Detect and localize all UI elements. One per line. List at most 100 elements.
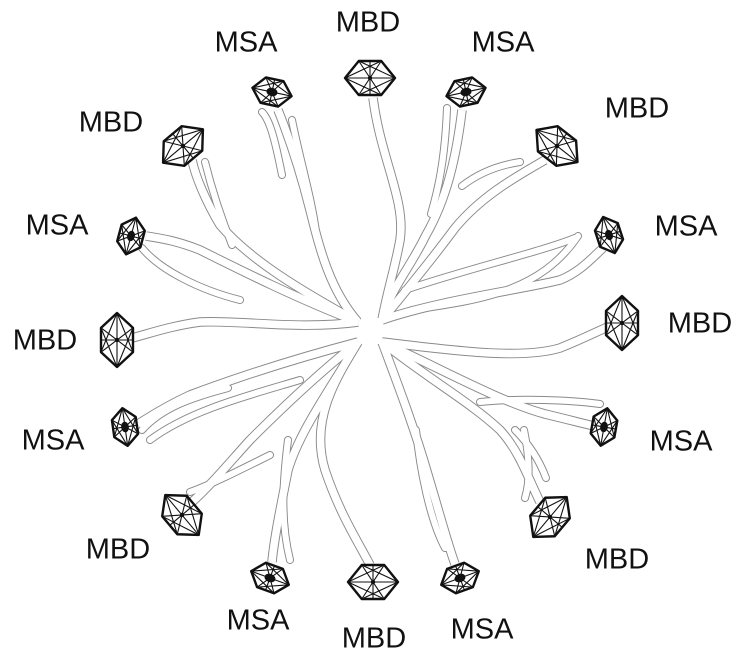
crystal-core [619,320,625,326]
mbd-crystal-icon [343,59,397,97]
crystal-facet-edge [593,416,602,446]
crystal-facet-edge [533,517,571,538]
crystal-facet-edge [260,95,292,104]
crystal-facet-edge [361,581,399,600]
crystal-core [554,143,560,149]
crystal-facet-edge [121,224,127,255]
crystal-core [367,75,373,81]
crystal-facet-edge [440,562,465,586]
crystal-facet-edge [554,496,568,537]
mbd-crystal-icon [604,294,640,352]
branch-trunk-fill [379,339,544,504]
crystal-facet-edge [162,125,183,163]
crystal-facet-edge [602,216,624,240]
branch-twig-fill [458,158,524,190]
mbd-crystal-icon [161,125,205,167]
crystal-facet-edge [358,60,396,79]
arm-label-msa: MSA [451,614,515,646]
mbd-crystal-icon [346,563,400,601]
crystal-facet-edge [614,223,619,254]
crystal-facet-edge [536,129,557,167]
branch-twig-fill [401,234,579,294]
branch-trunk-fill [369,97,405,321]
branch-twig-fill [520,426,532,502]
arm-label-mbd: MBD [79,107,143,139]
crystal-facet-edge [251,568,283,572]
arm-label-msa: MSA [655,211,719,243]
branch-twig-fill [288,116,320,236]
crystal-core [604,229,614,241]
msa-crystal-icon [251,76,293,108]
crystal-core [179,512,185,518]
crystal-core [460,87,472,97]
mbd-crystal-icon [99,311,135,369]
crystal-facet-edge [186,495,200,536]
mbd-crystal-icon [529,495,571,539]
branch-twig-fill [412,426,449,552]
crystal-facet-edge [447,568,479,572]
branch-twig-fill [427,104,451,218]
crystal-facet-edge [100,327,118,368]
crystal-facet-edge [125,230,146,255]
crystal-facet-edge [455,570,480,594]
arm-label-msa: MSA [650,426,714,458]
branch-trunk-fill [268,340,362,563]
crystal-facet-edge [127,416,137,446]
branch-twig-fill [146,376,304,444]
crystal-facet-edge [621,310,639,351]
crystal-facet-edge [621,295,639,336]
msa-crystal-icon [593,215,625,255]
branch-trunk-fill [188,159,360,326]
crystal-facet-edge [459,87,486,108]
crystal-core [127,230,135,242]
crystal-core [454,573,466,583]
branch-trunk-fill [380,338,595,430]
crystal-facet-edge [347,581,385,600]
crystal-facet-edge [594,230,616,254]
branch-trunk-fill [136,338,359,428]
crystal-core [266,87,278,97]
arm-label-msa: MSA [22,425,86,457]
crystal-facet-edge [165,494,203,515]
msa-crystal-icon [110,406,140,448]
arm-label-mbd: MBD [13,325,77,357]
branch-twig-fill [280,436,294,564]
crystal-facet-edge [344,60,382,79]
branch-trunk-fill [379,156,547,323]
branch-trunk-outline [187,158,361,327]
branch-twig-outline [138,244,244,304]
crystal-facet-edge [605,295,623,336]
crystal-facet-edge [111,419,129,447]
arm-label-mbd: MBD [342,623,406,655]
crystal-facet-edge [600,420,618,447]
crystal-facet-edge [113,408,123,438]
crystal-facet-edge [347,564,385,583]
branch-twig-fill [138,244,244,304]
crystal-facet-edge [252,80,284,89]
crystal-facet-edge [252,87,279,108]
crystal-core [180,143,186,149]
crystal-facet-edge [163,128,204,142]
arm-label-mbd: MBD [86,534,150,566]
crystal-facet-edge [164,494,178,535]
branches-layer [130,97,612,568]
crystal-facet-edge [441,584,473,588]
arm-label-mbd: MBD [336,7,400,39]
branch-trunk-fill [378,340,459,566]
crystal-facet-edge [344,77,382,96]
msa-crystal-icon [589,407,619,447]
msa-crystal-icon [250,561,290,595]
crystal-facet-edge [135,217,141,248]
crystal-facet-edge [454,80,486,89]
branch-twig-fill [186,451,274,496]
branch-trunk-fill [145,232,360,326]
branch-twig-fill [511,426,550,482]
crystal-facet-edge [537,150,578,163]
crystal-facet-edge [446,95,478,104]
mbd-crystal-icon [161,493,203,537]
crystal-core [264,573,276,583]
crystal-core [114,337,120,343]
crystal-facet-edge [532,497,546,538]
msa-crystal-icon [445,76,487,108]
